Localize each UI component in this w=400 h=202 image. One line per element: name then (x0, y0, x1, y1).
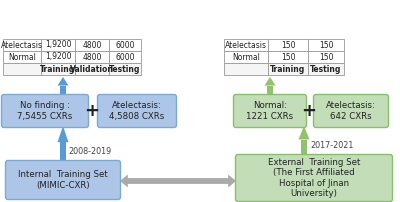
FancyBboxPatch shape (98, 95, 176, 127)
FancyBboxPatch shape (314, 95, 388, 127)
Polygon shape (58, 77, 68, 86)
Text: 6000: 6000 (115, 40, 135, 49)
Text: 6000: 6000 (115, 53, 135, 61)
Text: 2008-2019: 2008-2019 (68, 147, 111, 157)
Polygon shape (298, 126, 310, 140)
Bar (308, 39, 344, 51)
Text: Atelectasis: Atelectasis (225, 40, 267, 49)
Text: 150: 150 (281, 40, 295, 49)
Bar (60, 86, 66, 96)
Polygon shape (58, 126, 68, 142)
Bar (41, 39, 75, 51)
Text: +: + (302, 102, 316, 120)
FancyBboxPatch shape (234, 95, 306, 127)
Bar (109, 39, 141, 51)
Text: No finding :
7,5455 CXRs: No finding : 7,5455 CXRs (17, 101, 73, 121)
Bar (41, 51, 75, 63)
Text: Normal:
1221 CXRs: Normal: 1221 CXRs (246, 101, 294, 121)
Bar (3, 63, 41, 75)
Text: 150: 150 (319, 53, 333, 61)
Text: +: + (84, 102, 100, 120)
Bar (3, 51, 41, 63)
Text: Training: Training (40, 64, 76, 74)
Text: Validation: Validation (70, 64, 114, 74)
Bar (267, 86, 273, 96)
Text: Testing: Testing (310, 64, 342, 74)
FancyBboxPatch shape (2, 95, 88, 127)
Bar (109, 51, 141, 63)
Bar (3, 39, 41, 51)
FancyBboxPatch shape (6, 161, 120, 200)
Bar (301, 140, 307, 156)
Text: 4800: 4800 (82, 53, 102, 61)
Text: Atelectasis:
642 CXRs: Atelectasis: 642 CXRs (326, 101, 376, 121)
Text: Atelectasis:
4,5808 CXRs: Atelectasis: 4,5808 CXRs (109, 101, 165, 121)
Text: External  Training Set
(The First Affiliated
Hospital of Jinan
University): External Training Set (The First Affilia… (268, 158, 360, 198)
Text: 2017-2021: 2017-2021 (310, 141, 353, 150)
FancyBboxPatch shape (236, 155, 392, 202)
Text: 4800: 4800 (82, 40, 102, 49)
Text: 1,9200: 1,9200 (45, 40, 71, 49)
Bar (60, 142, 66, 162)
Bar (224, 51, 268, 63)
Bar (308, 51, 344, 63)
Text: 150: 150 (319, 40, 333, 49)
Text: 1,9200: 1,9200 (45, 53, 71, 61)
Bar (268, 51, 308, 63)
Polygon shape (264, 77, 276, 86)
Bar (41, 63, 75, 75)
Text: 150: 150 (281, 53, 295, 61)
Bar (109, 63, 141, 75)
Text: Testing: Testing (109, 64, 141, 74)
Bar (268, 39, 308, 51)
Text: Normal: Normal (232, 53, 260, 61)
Bar (75, 51, 109, 63)
Bar (75, 63, 109, 75)
Text: Internal  Training Set
(MIMIC-CXR): Internal Training Set (MIMIC-CXR) (18, 170, 108, 190)
Bar (224, 39, 268, 51)
Bar (75, 39, 109, 51)
Bar (308, 63, 344, 75)
Text: Normal: Normal (8, 53, 36, 61)
Bar (268, 63, 308, 75)
Text: Atelectasis: Atelectasis (1, 40, 43, 49)
Bar (224, 63, 268, 75)
Text: Training: Training (270, 64, 306, 74)
Polygon shape (120, 175, 236, 187)
